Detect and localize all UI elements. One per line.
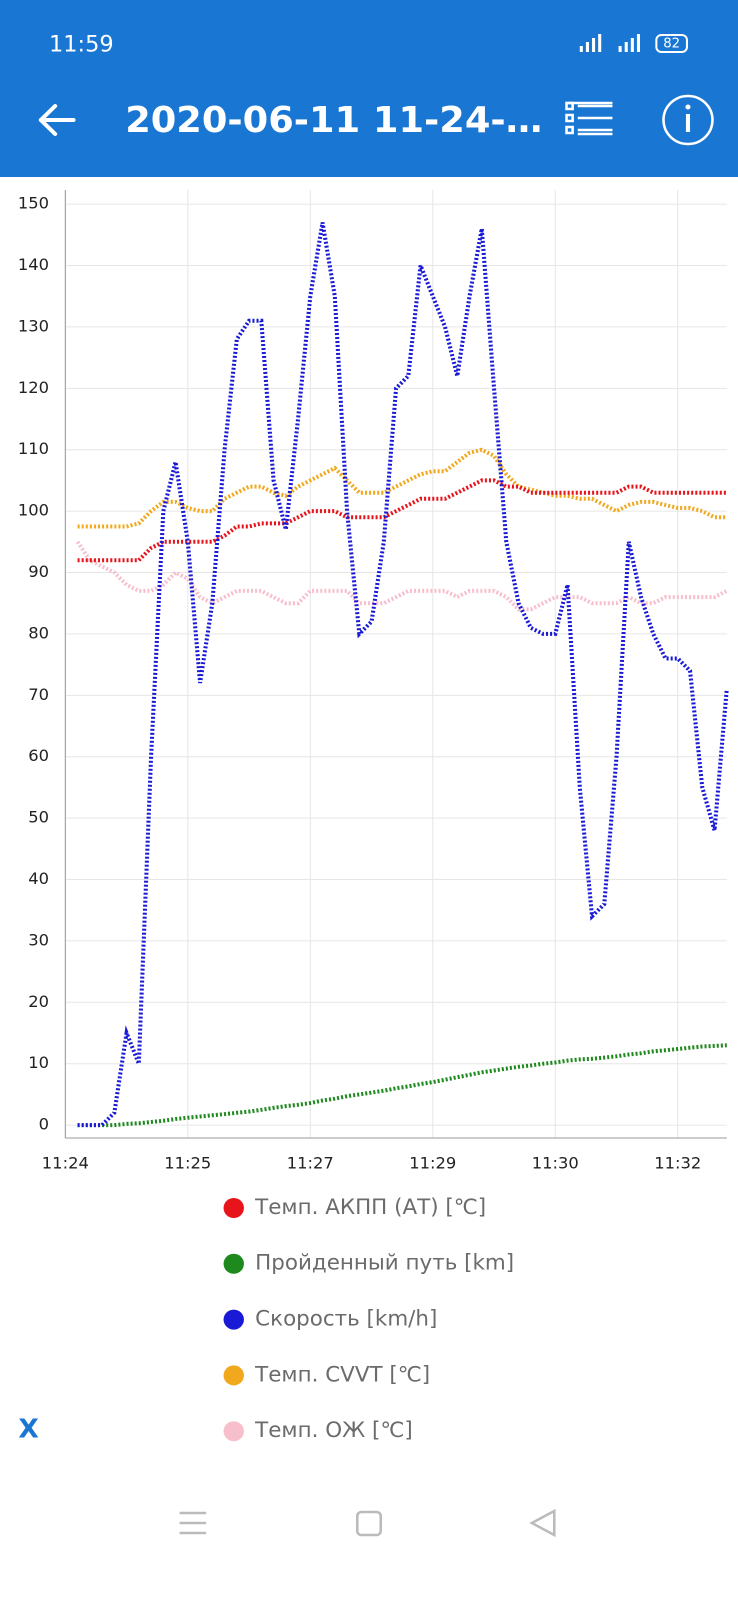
- x-tick-label: 11:25: [164, 1154, 211, 1173]
- y-tick-label: 130: [18, 317, 49, 336]
- app-bar-background: [0, 0, 738, 177]
- legend-label: Пройденный путь [km]: [255, 1251, 514, 1276]
- signal-icons: [579, 34, 641, 52]
- legend-label: Темп. CVVT [℃]: [254, 1363, 430, 1388]
- series-line: [77, 222, 729, 1128]
- legend-marker: [223, 1309, 244, 1330]
- y-tick-label: 60: [28, 746, 49, 765]
- series-line: [77, 478, 727, 563]
- y-tick-label: 0: [39, 1115, 49, 1134]
- legend-label: Скорость [km/h]: [255, 1307, 437, 1332]
- chart: 0 10 20 30 40 50 60 70 80 90 100 110 120 130 140 150 11:…: [18, 190, 729, 1443]
- battery-level: 82: [663, 37, 680, 52]
- series-line: [77, 1043, 727, 1128]
- y-tick-label: 70: [28, 685, 49, 704]
- nav-menu[interactable]: [179, 1511, 207, 1535]
- y-tick-label: 20: [28, 992, 49, 1011]
- nav-back[interactable]: [529, 1508, 556, 1538]
- y-tick-label: 120: [18, 378, 49, 397]
- status-time: 11:59: [49, 32, 114, 58]
- y-tick-label: 150: [18, 194, 49, 213]
- y-tick-label: 10: [28, 1053, 49, 1072]
- legend-label: Темп. АКПП (АТ) [℃]: [254, 1195, 486, 1220]
- y-tick-label: 30: [28, 931, 49, 950]
- x-tick-label: 11:27: [287, 1154, 334, 1173]
- series-line: [77, 447, 727, 529]
- info-button[interactable]: [662, 94, 714, 146]
- legend-marker: [223, 1253, 244, 1274]
- y-tick-label: 90: [28, 562, 49, 581]
- y-tick-label: 100: [18, 501, 49, 520]
- nav-bar: [179, 1508, 556, 1538]
- y-tick-label: 140: [18, 255, 49, 274]
- battery-icon: [655, 34, 688, 53]
- legend-label: Темп. ОЖ [℃]: [254, 1418, 413, 1443]
- legend-marker: [223, 1198, 244, 1218]
- x-tick-label: 11:29: [409, 1154, 456, 1173]
- legend-marker: [223, 1421, 244, 1442]
- y-tick-label: 80: [28, 624, 49, 643]
- y-tick-label: 110: [18, 439, 49, 458]
- series-line: [75, 540, 728, 612]
- y-tick-label: 50: [28, 808, 49, 827]
- legend-marker: [223, 1365, 244, 1386]
- y-tick-label: 40: [28, 869, 49, 888]
- x-tick-label: 11:24: [42, 1154, 89, 1173]
- close-button[interactable]: X: [18, 1415, 38, 1445]
- back-button[interactable]: [38, 104, 76, 136]
- list-button[interactable]: [565, 101, 613, 136]
- app-title: 2020-06-11 11-24-…: [125, 98, 542, 141]
- x-tick-label: 11:32: [654, 1154, 701, 1173]
- nav-home[interactable]: [355, 1510, 383, 1537]
- x-tick-label: 11:30: [532, 1154, 579, 1173]
